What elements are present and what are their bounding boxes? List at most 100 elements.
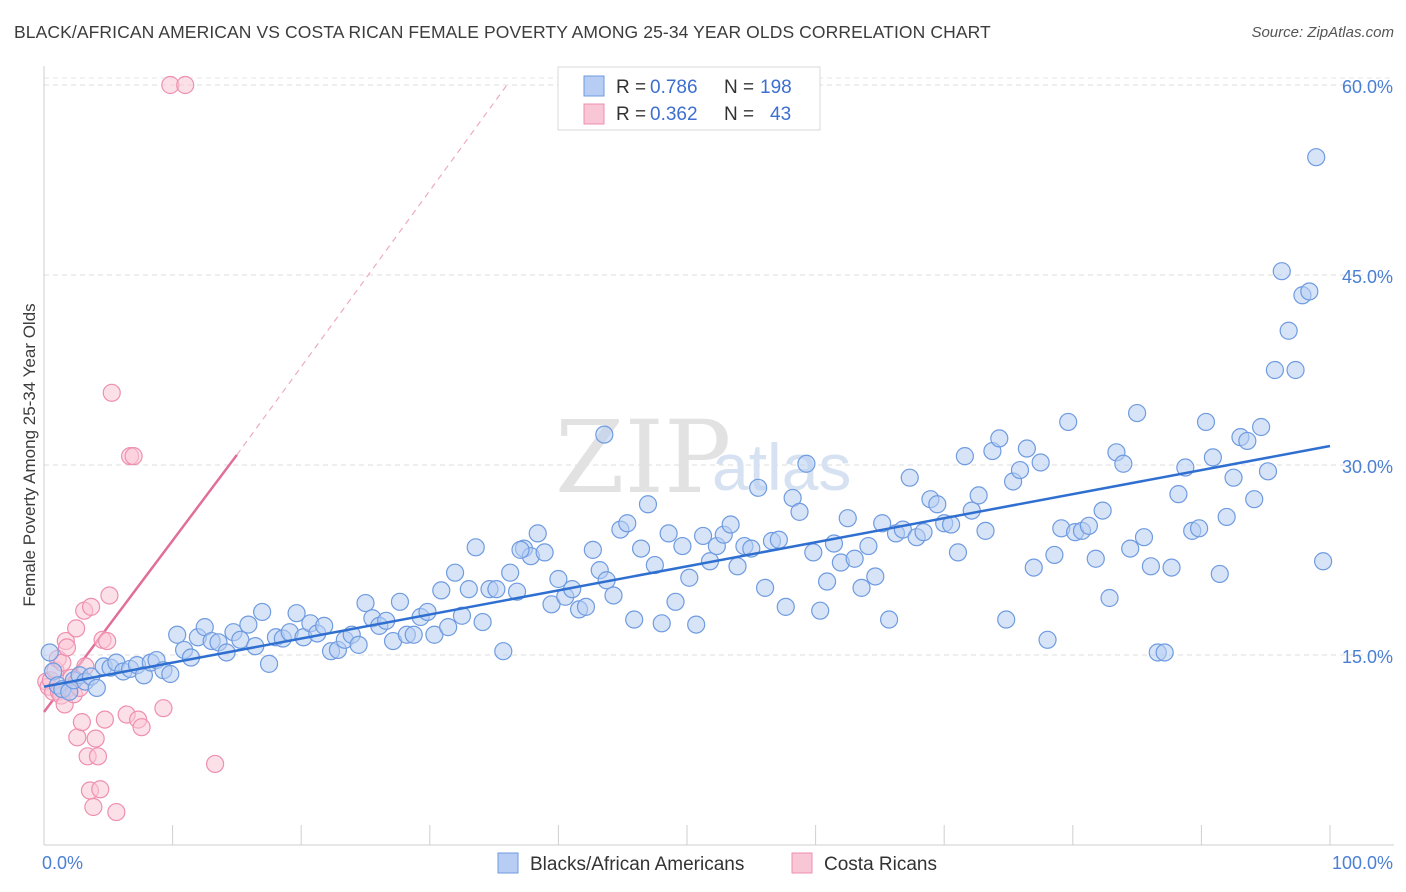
costa-rican-point-32 xyxy=(102,383,121,402)
chart-source: Source: ZipAtlas.com xyxy=(1251,24,1394,41)
legend-n-value-pink: 43 xyxy=(770,104,791,125)
black-african-american-point-31 xyxy=(239,615,258,634)
black-african-american-point-172 xyxy=(1210,564,1229,584)
legend-r-label-pink: R = xyxy=(616,104,646,125)
black-african-american-point-91 xyxy=(652,614,671,633)
black-african-american-point-87 xyxy=(625,610,644,629)
black-african-american-point-80 xyxy=(576,597,596,616)
black-african-american-point-94 xyxy=(673,536,692,556)
pink-trend-line-extension xyxy=(236,84,508,456)
black-african-american-point-108 xyxy=(769,530,788,549)
black-african-american-point-59 xyxy=(432,581,451,600)
black-african-american-point-101 xyxy=(721,515,740,534)
black-african-american-point-189 xyxy=(511,540,530,559)
black-african-american-point-58 xyxy=(425,625,444,644)
black-african-american-point-9 xyxy=(87,678,106,698)
costa-rican-point-24 xyxy=(84,797,103,817)
y-tick-label-2: 45.0% xyxy=(1342,267,1393,287)
costa-rican-point-15 xyxy=(67,619,86,638)
black-african-american-point-146 xyxy=(1031,453,1050,472)
chart-title: BLACK/AFRICAN AMERICAN VS COSTA RICAN FE… xyxy=(14,22,991,42)
watermark: ZIP atlas xyxy=(555,399,851,516)
black-african-american-point-179 xyxy=(1258,462,1278,481)
black-african-american-point-67 xyxy=(487,580,506,599)
black-african-american-point-124 xyxy=(879,610,899,629)
legend-n-value-blue: 198 xyxy=(760,77,792,98)
black-african-american-point-143 xyxy=(1010,460,1030,480)
black-african-american-point-174 xyxy=(1224,468,1243,487)
black-african-american-point-97 xyxy=(693,526,713,546)
black-african-american-point-81 xyxy=(583,540,602,559)
legend-r-value-blue: 0.786 xyxy=(650,77,698,98)
legend-swatch-blue xyxy=(583,75,605,97)
x-tick-label-0: 0.0% xyxy=(42,853,83,873)
y-tick-label-1: 30.0% xyxy=(1342,457,1393,477)
black-african-american-point-84 xyxy=(604,586,623,605)
costa-rican-point-29 xyxy=(95,710,114,729)
black-african-american-point-145 xyxy=(1024,558,1043,577)
series-legend-label-pink: Costa Ricans xyxy=(824,854,937,875)
black-african-american-point-160 xyxy=(1127,403,1147,423)
correlation-legend: R = 0.786 N = 198 R = 0.362 N = 43 xyxy=(557,66,821,131)
black-african-american-point-154 xyxy=(1086,549,1105,568)
black-african-american-point-76 xyxy=(549,569,568,589)
black-african-american-point-112 xyxy=(797,454,816,473)
black-african-american-point-178 xyxy=(1252,417,1271,437)
black-african-american-point-169 xyxy=(1190,519,1209,538)
black-african-american-point-120 xyxy=(852,578,871,597)
black-african-american-point-113 xyxy=(804,543,823,562)
black-african-american-point-64 xyxy=(466,538,485,557)
black-african-american-point-63 xyxy=(459,580,478,599)
costa-rican-point-18 xyxy=(72,713,91,732)
black-african-american-point-158 xyxy=(1114,454,1133,473)
black-african-american-point-134 xyxy=(948,543,968,562)
black-african-american-point-55 xyxy=(404,625,423,644)
black-african-american-point-88 xyxy=(631,539,651,558)
black-african-american-point-0 xyxy=(40,643,59,662)
black-african-american-point-153 xyxy=(1079,516,1098,535)
black-african-american-point-155 xyxy=(1093,501,1112,520)
black-african-american-point-106 xyxy=(755,578,775,597)
black-african-american-point-42 xyxy=(315,616,334,635)
black-african-american-point-119 xyxy=(845,549,864,568)
costa-rican-points xyxy=(37,75,225,822)
costa-rican-point-23 xyxy=(81,597,101,616)
black-african-american-point-166 xyxy=(1169,485,1188,504)
black-african-american-point-123 xyxy=(873,514,892,533)
black-african-american-point-93 xyxy=(666,592,685,611)
y-tick-label-0: 15.0% xyxy=(1342,647,1393,667)
costa-rican-point-11 xyxy=(57,638,77,657)
series-legend-swatch-blue xyxy=(497,852,519,874)
black-african-american-point-131 xyxy=(928,495,947,514)
series-legend-swatch-pink xyxy=(791,852,813,874)
black-african-american-point-89 xyxy=(638,495,658,514)
black-african-american-point-144 xyxy=(1017,439,1036,458)
black-african-american-point-121 xyxy=(859,536,878,556)
costa-rican-point-38 xyxy=(132,718,151,737)
black-african-american-point-171 xyxy=(1203,448,1222,467)
black-african-american-point-183 xyxy=(1286,360,1305,380)
axes xyxy=(43,66,1394,846)
costa-rican-point-27 xyxy=(91,780,110,799)
black-african-american-point-135 xyxy=(955,447,974,466)
black-african-american-point-181 xyxy=(1272,262,1291,281)
black-african-american-point-188 xyxy=(595,425,614,444)
black-african-american-point-141 xyxy=(997,610,1016,629)
black-african-american-point-187 xyxy=(1314,552,1333,571)
black-african-american-point-182 xyxy=(1279,321,1298,340)
black-african-american-point-118 xyxy=(838,509,857,528)
black-african-american-point-115 xyxy=(817,572,837,591)
black-african-american-point-170 xyxy=(1196,412,1216,432)
black-african-american-point-60 xyxy=(439,618,458,637)
black-african-american-point-34 xyxy=(259,654,279,673)
series-legend-label-blue: Blacks/African Americans xyxy=(530,854,744,875)
costa-rican-point-39 xyxy=(154,699,173,718)
black-african-american-point-21 xyxy=(168,625,187,644)
black-african-american-point-114 xyxy=(811,601,830,620)
black-african-american-point-96 xyxy=(687,615,706,634)
black-african-american-point-20 xyxy=(161,664,180,684)
watermark-atlas: atlas xyxy=(712,430,851,504)
black-african-american-point-137 xyxy=(969,486,988,505)
legend-r-label-blue: R = xyxy=(616,77,646,98)
